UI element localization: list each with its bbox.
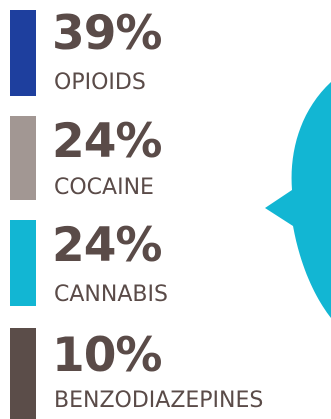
legend-swatch-opioids (10, 10, 36, 96)
legend-swatch-cocaine (10, 116, 36, 200)
cannabis-label: CANNABIS (54, 282, 168, 307)
cocaine-percent: 24% (52, 114, 162, 169)
opioids-percent: 39% (52, 6, 162, 61)
benzodiazepines-label: BENZODIAZEPINES (54, 388, 264, 413)
benzodiazepines-percent: 10% (52, 328, 162, 383)
legend-swatch-benzodiazepines (10, 328, 36, 419)
cannabis-percent: 24% (52, 218, 162, 273)
opioids-label: OPIOIDS (54, 70, 146, 95)
cocaine-label: COCAINE (54, 175, 154, 200)
pie-chart-fragment (265, 82, 331, 318)
pie-slice-cannabis (265, 82, 331, 318)
legend-swatch-cannabis (10, 220, 36, 306)
